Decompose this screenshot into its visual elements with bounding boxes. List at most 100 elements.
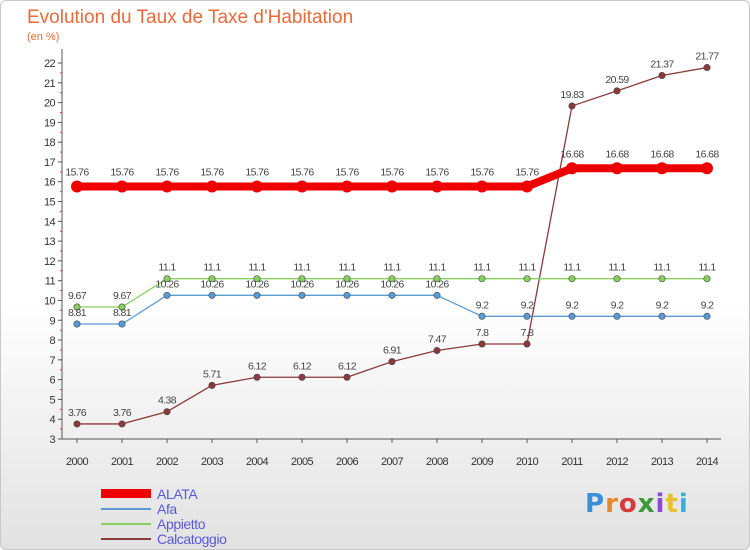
y-tick-label: 19 [44,117,56,129]
y-tick-label: 14 [44,216,56,228]
data-label: 16.68 [560,148,584,160]
logo-letter: i [678,489,689,519]
data-label: 16.68 [605,148,629,160]
data-point [433,275,441,283]
series-line [76,66,708,425]
logo-letter: r [605,489,619,519]
data-label: 9.67 [113,290,132,302]
axes: 3 4 5 6 7 8 9 10 11 12 13 14 15 16 17 18 19 20 21 22 2000 200… [44,49,721,468]
data-point [253,275,261,283]
data-point [566,162,578,175]
data-point [253,291,261,299]
data-point [658,275,666,283]
legend-label: Calcatoggio [157,530,227,547]
legend-label: ALATA [157,485,198,502]
data-label: 15.76 [110,166,134,178]
legend-item: ALATA [101,485,227,502]
data-point [73,420,81,428]
data-label: 21.37 [650,58,674,70]
data-point [388,291,396,299]
y-tick-label: 4 [49,414,55,426]
data-label: 15.76 [335,166,359,178]
data-point [343,275,351,283]
data-label: 10.26 [245,278,269,290]
data-label: 11.1 [293,262,311,274]
legend-label: Appietto [157,515,206,532]
data-label: 11.1 [383,262,401,274]
data-point [71,180,83,193]
data-point [478,340,486,348]
legend-swatch [101,522,151,525]
data-point [118,420,126,428]
data-point [73,303,81,311]
legend-swatch [101,489,151,498]
y-tick-label: 6 [49,375,55,387]
data-labels: 3.76 3.76 4.38 5.71 6.12 6.12 6.12 6.91 7.47 7.8 7… [65,51,720,419]
data-point [433,291,441,299]
data-point [206,180,218,193]
y-tick-label: 10 [44,295,56,307]
data-point [703,275,711,283]
legend-item: Calcatoggio [101,530,227,547]
y-tick-label: 13 [44,236,56,248]
data-point [523,275,531,283]
y-tick-label: 16 [44,177,56,189]
x-tick-label: 2011 [561,456,583,468]
y-tick-label: 11 [45,276,56,288]
data-label: 10.26 [380,278,404,290]
y-tick-label: 5 [49,394,55,406]
y-tick-label: 15 [44,197,56,209]
data-label: 6.12 [338,360,357,372]
data-point [703,312,711,320]
x-tick-label: 2006 [336,456,359,468]
data-label: 15.76 [290,166,314,178]
y-tick-label: 22 [44,58,56,70]
data-point [208,381,216,389]
data-label: 15.76 [425,166,449,178]
data-label: 3.76 [113,407,132,419]
legend-swatch [101,537,151,540]
data-label: 8.81 [68,307,87,319]
x-tick-label: 2000 [66,456,89,468]
data-point [298,291,306,299]
data-point [208,275,216,283]
data-label: 10.26 [200,278,224,290]
data-label: 9.67 [68,290,87,302]
legend: ALATA Afa Appietto Calcatoggio [101,485,227,547]
data-label: 9.2 [476,299,490,311]
data-label: 3.76 [68,407,87,419]
y-tick-label: 7 [49,355,55,367]
data-label: 15.76 [515,166,539,178]
data-point [703,64,711,72]
legend-item: Appietto [101,515,227,532]
x-tick-label: 2014 [696,456,719,468]
data-label: 11.1 [158,262,176,274]
data-label: 11.1 [473,262,491,274]
chart-title: Evolution du Taux de Taxe d'Habitation [27,7,354,28]
data-point [568,102,576,110]
data-label: 11.1 [698,262,716,274]
data-point [613,87,621,95]
data-point [388,358,396,366]
proxiti-logo: Proxiti [585,489,689,519]
data-label: 15.76 [470,166,494,178]
y-tick-label: 12 [44,256,56,268]
y-tick-label: 8 [49,335,55,347]
data-label: 20.59 [605,74,629,86]
data-point [613,275,621,283]
data-point [298,373,306,381]
data-label: 6.12 [293,360,312,372]
data-label: 9.2 [656,299,670,311]
data-label: 7.8 [476,327,490,339]
data-label: 11.1 [338,262,356,274]
data-point [253,373,261,381]
data-label: 11.1 [518,262,536,274]
data-point [343,291,351,299]
data-label: 11.1 [203,262,221,274]
data-label: 15.76 [65,166,89,178]
data-point [613,312,621,320]
data-point [251,180,263,193]
data-label: 10.26 [335,278,359,290]
